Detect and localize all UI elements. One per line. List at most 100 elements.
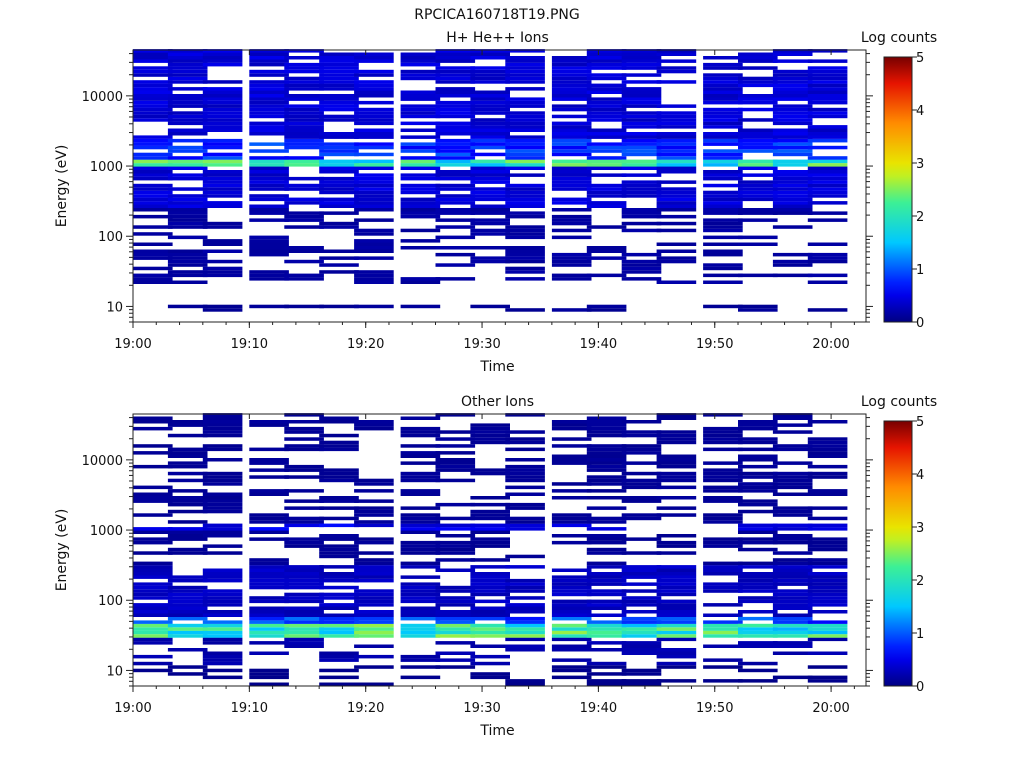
- spectrogram-cell: [133, 252, 173, 257]
- spectrogram-cell: [202, 572, 243, 576]
- spectrogram-cell: [133, 52, 173, 56]
- spectrogram-cell: [354, 561, 394, 566]
- spectrogram-cell: [551, 575, 592, 579]
- spectrogram-cell: [435, 252, 476, 257]
- spectrogram-cell: [586, 273, 627, 278]
- spectrogram-cell: [656, 249, 697, 253]
- spectrogram-cell: [400, 551, 441, 555]
- spectrogram-cell: [249, 197, 289, 202]
- spectrogram-cell: [435, 73, 476, 77]
- spectrogram-cell: [772, 252, 813, 257]
- x-tick-label: 19:30: [463, 701, 500, 716]
- spectrogram-cell: [400, 430, 441, 434]
- spectrogram-cell: [202, 100, 243, 105]
- spectrogram-cell: [249, 492, 289, 496]
- spectrogram-cell: [319, 603, 359, 607]
- spectrogram-cell: [319, 145, 359, 150]
- spectrogram-cell: [133, 613, 173, 617]
- spectrogram-cell: [772, 523, 813, 528]
- spectrogram-cell: [435, 620, 476, 624]
- spectrogram-cell: [656, 440, 697, 445]
- spectrogram-cell: [319, 142, 359, 146]
- spectrogram-cell: [772, 97, 813, 101]
- spectrogram-cell: [435, 585, 476, 590]
- spectrogram-cell: [505, 413, 545, 417]
- spectrogram-cell: [400, 613, 441, 617]
- spectrogram-cell: [551, 308, 592, 312]
- spectrogram-cell: [400, 426, 441, 431]
- spectrogram-cell: [703, 225, 743, 229]
- spectrogram-cell: [202, 444, 243, 448]
- spectrogram-cell: [470, 180, 510, 184]
- spectrogram-cell: [400, 630, 441, 635]
- spectrogram-cell: [807, 190, 848, 195]
- spectrogram-cell: [703, 111, 743, 115]
- spectrogram-cell: [586, 464, 627, 469]
- spectrogram-cell: [656, 634, 697, 638]
- spectrogram-cell: [435, 187, 476, 191]
- spectrogram-cell: [586, 627, 627, 631]
- spectrogram-cell: [354, 194, 394, 198]
- spectrogram-cell: [703, 94, 743, 98]
- spectrogram-cell: [586, 114, 627, 119]
- spectrogram-cell: [505, 194, 545, 198]
- spectrogram-cell: [703, 80, 743, 84]
- spectrogram-cell: [738, 454, 778, 458]
- spectrogram-cell: [586, 537, 627, 541]
- spectrogram-cell: [703, 149, 743, 153]
- spectrogram-cell: [133, 83, 173, 88]
- spectrogram-cell: [435, 218, 476, 222]
- spectrogram-cell: [772, 444, 813, 448]
- spectrogram-cell: [772, 606, 813, 610]
- spectrogram-cell: [505, 87, 545, 91]
- spectrogram-cell: [738, 458, 778, 462]
- spectrogram-cell: [133, 620, 173, 624]
- spectrogram-cell: [133, 135, 173, 139]
- spectrogram-cell: [505, 100, 545, 105]
- spectrogram-cell: [470, 558, 510, 562]
- spectrogram-cell: [249, 582, 289, 586]
- spectrogram-cell: [586, 551, 627, 555]
- spectrogram-cell: [621, 114, 662, 119]
- spectrogram-cell: [400, 478, 441, 483]
- spectrogram-cell: [249, 104, 289, 108]
- spectrogram-cell: [586, 59, 627, 63]
- spectrogram-cell: [133, 585, 173, 590]
- spectrogram-cell: [354, 208, 394, 212]
- spectrogram-cell: [738, 166, 778, 170]
- spectrogram-cell: [202, 49, 243, 53]
- spectrogram-cell: [656, 104, 697, 108]
- spectrogram-cell: [249, 475, 289, 479]
- spectrogram-cell: [621, 49, 662, 53]
- spectrogram-cell: [738, 94, 778, 98]
- spectrogram-cell: [772, 69, 813, 74]
- spectrogram-cell: [284, 523, 324, 528]
- spectrogram-cell: [586, 107, 627, 112]
- spectrogram-cell: [435, 56, 476, 60]
- spectrogram-cell: [505, 114, 545, 119]
- spectrogram-cell: [505, 464, 545, 469]
- spectrogram-cell: [284, 499, 324, 503]
- spectrogram-cell: [435, 613, 476, 617]
- spectrogram-cell: [738, 135, 778, 139]
- spectrogram-cell: [354, 578, 394, 583]
- spectrogram-cell: [202, 527, 243, 531]
- spectrogram-cell: [319, 80, 359, 84]
- spectrogram-cell: [586, 166, 627, 170]
- spectrogram-cell: [738, 623, 778, 628]
- spectrogram-cell: [621, 537, 662, 541]
- spectrogram-cell: [586, 475, 627, 479]
- spectrogram-cell: [551, 630, 592, 635]
- spectrogram-cell: [621, 183, 662, 188]
- spectrogram-cell: [772, 534, 813, 538]
- spectrogram-cell: [470, 540, 510, 545]
- spectrogram-cell: [703, 252, 743, 257]
- spectrogram-cell: [167, 104, 208, 108]
- spectrogram-cell: [354, 197, 394, 202]
- spectrogram-cell: [586, 249, 627, 253]
- spectrogram-cell: [621, 668, 662, 673]
- spectrogram-cell: [202, 416, 243, 420]
- spectrogram-cell: [249, 121, 289, 126]
- spectrogram-cell: [133, 97, 173, 101]
